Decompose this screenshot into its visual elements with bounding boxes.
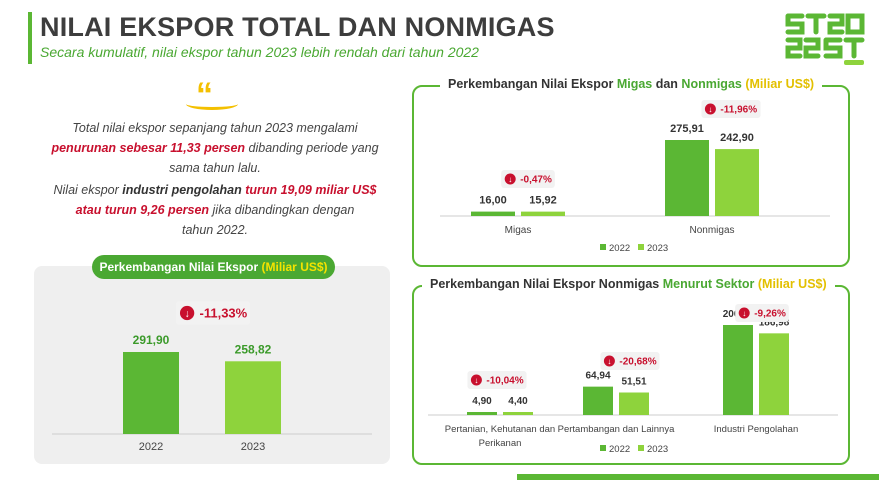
total-change-badge-box xyxy=(176,301,250,325)
sector-legend-swatch-2023 xyxy=(638,445,644,451)
sector-bar-2-2023 xyxy=(759,333,789,415)
sector-title: Perkembangan Nilai Ekspor Nonmigas Menur… xyxy=(422,277,835,291)
st2023-logo xyxy=(785,13,865,65)
total-export-panel xyxy=(34,266,390,464)
sector-category-label-0-0: Pertanian, Kehutanan dan xyxy=(445,424,555,435)
migas-value-label-Migas-2022: 16,00 xyxy=(479,195,507,207)
sector-bar-0-2023 xyxy=(503,412,533,415)
sector-bar-1-2023 xyxy=(619,392,649,415)
total-value-label-2023: 258,82 xyxy=(235,342,272,356)
sector-change-badge-2-box xyxy=(735,304,789,322)
footer-bar xyxy=(517,474,879,480)
total-category-label-2023: 2023 xyxy=(241,441,265,453)
sector-category-label-1-0: Pertambangan dan Lainnya xyxy=(558,424,675,435)
title-accent-bar xyxy=(28,12,32,64)
migas-category-label-Migas: Migas xyxy=(505,225,532,236)
sector-value-label-0-2022: 4,90 xyxy=(472,396,492,407)
sector-change-badge-0-label: -10,04% xyxy=(486,376,523,387)
total-category-label-2022: 2022 xyxy=(139,441,163,453)
total-value-label-2022: 291,90 xyxy=(133,333,170,347)
migas-legend-label-2022: 2022 xyxy=(609,243,630,254)
migas-nonmigas-title: Perkembangan Nilai Ekspor Migas dan Nonm… xyxy=(440,77,823,91)
sector-value-label-1-2023: 51,51 xyxy=(621,377,646,388)
migas-change-badge-1-arrow: ↓ xyxy=(708,105,712,114)
migas-value-label-Nonmigas-2023: 242,90 xyxy=(720,132,754,144)
page-title: NILAI EKSPOR TOTAL DAN NONMIGAS xyxy=(40,12,555,42)
sector-change-badge-1-label: -20,68% xyxy=(619,357,656,368)
sector-change-badge-1-down-icon xyxy=(603,355,615,367)
sector-value-label-2-2023: 186,98 xyxy=(759,317,790,328)
migas-change-badge-0-label: -0,47% xyxy=(520,175,552,186)
sector-change-badge-0-arrow: ↓ xyxy=(474,376,478,385)
migas-change-badge-1-box xyxy=(701,100,761,118)
migas-change-badge-0-box xyxy=(501,170,555,188)
migas-change-badge-1-down-icon xyxy=(704,103,716,115)
total-bar-2022 xyxy=(123,352,179,434)
migas-value-label-Nonmigas-2022: 275,91 xyxy=(670,123,704,135)
migas-bar-Migas-2023 xyxy=(521,211,565,216)
sector-value-label-1-2022: 64,94 xyxy=(585,371,610,382)
migas-change-badge-1-label: -11,96% xyxy=(720,105,757,116)
migas-change-badge-0-arrow: ↓ xyxy=(508,175,512,184)
sector-category-label-0-1: Perikanan xyxy=(479,438,522,449)
sector-change-badge-2-label: -9,26% xyxy=(754,309,786,320)
total-change-badge-label: -11,33% xyxy=(200,306,248,321)
migas-value-label-Migas-2023: 15,92 xyxy=(529,195,557,207)
total-change-badge-down-icon xyxy=(179,305,195,321)
sector-change-badge-0-down-icon xyxy=(470,374,482,386)
sector-legend-swatch-2022 xyxy=(600,445,606,451)
migas-bar-Nonmigas-2023 xyxy=(715,149,759,216)
quote-smile-arc xyxy=(186,98,238,110)
sector-bar-2-2022 xyxy=(723,325,753,415)
sector-change-badge-2-arrow: ↓ xyxy=(742,309,746,318)
sector-legend-label-2022: 2022 xyxy=(609,444,630,455)
migas-bar-Nonmigas-2022 xyxy=(665,140,709,216)
sector-change-badge-2-down-icon xyxy=(738,307,750,319)
migas-legend-swatch-2022 xyxy=(600,244,606,250)
sector-value-label-0-2023: 4,40 xyxy=(508,396,528,407)
migas-category-label-Nonmigas: Nonmigas xyxy=(689,225,734,236)
sector-legend-label-2023: 2023 xyxy=(647,444,668,455)
sector-change-badge-1-arrow: ↓ xyxy=(607,357,611,366)
migas-nonmigas-panel xyxy=(412,85,850,267)
migas-change-badge-0-down-icon xyxy=(504,173,516,185)
sector-change-badge-1-box xyxy=(600,352,660,370)
migas-legend-swatch-2023 xyxy=(638,244,644,250)
total-export-title-pill: Perkembangan Nilai Ekspor (Miliar US$) xyxy=(92,255,335,279)
page-subtitle: Secara kumulatif, nilai ekspor tahun 202… xyxy=(40,44,479,60)
total-change-badge-arrow: ↓ xyxy=(185,309,190,320)
migas-legend-label-2023: 2023 xyxy=(647,243,668,254)
sector-bar-0-2022 xyxy=(467,412,497,415)
narrative-paragraph-2: Nilai ekspor industri pengolahan turun 1… xyxy=(53,183,377,237)
sector-change-badge-0-box xyxy=(467,371,527,389)
migas-bar-Migas-2022 xyxy=(471,211,515,216)
total-bar-2023 xyxy=(225,361,281,434)
sector-bar-1-2022 xyxy=(583,386,613,415)
sector-category-label-2-0: Industri Pengolahan xyxy=(714,424,799,435)
narrative-paragraph-1: Total nilai ekspor sepanjang tahun 2023 … xyxy=(51,121,379,175)
